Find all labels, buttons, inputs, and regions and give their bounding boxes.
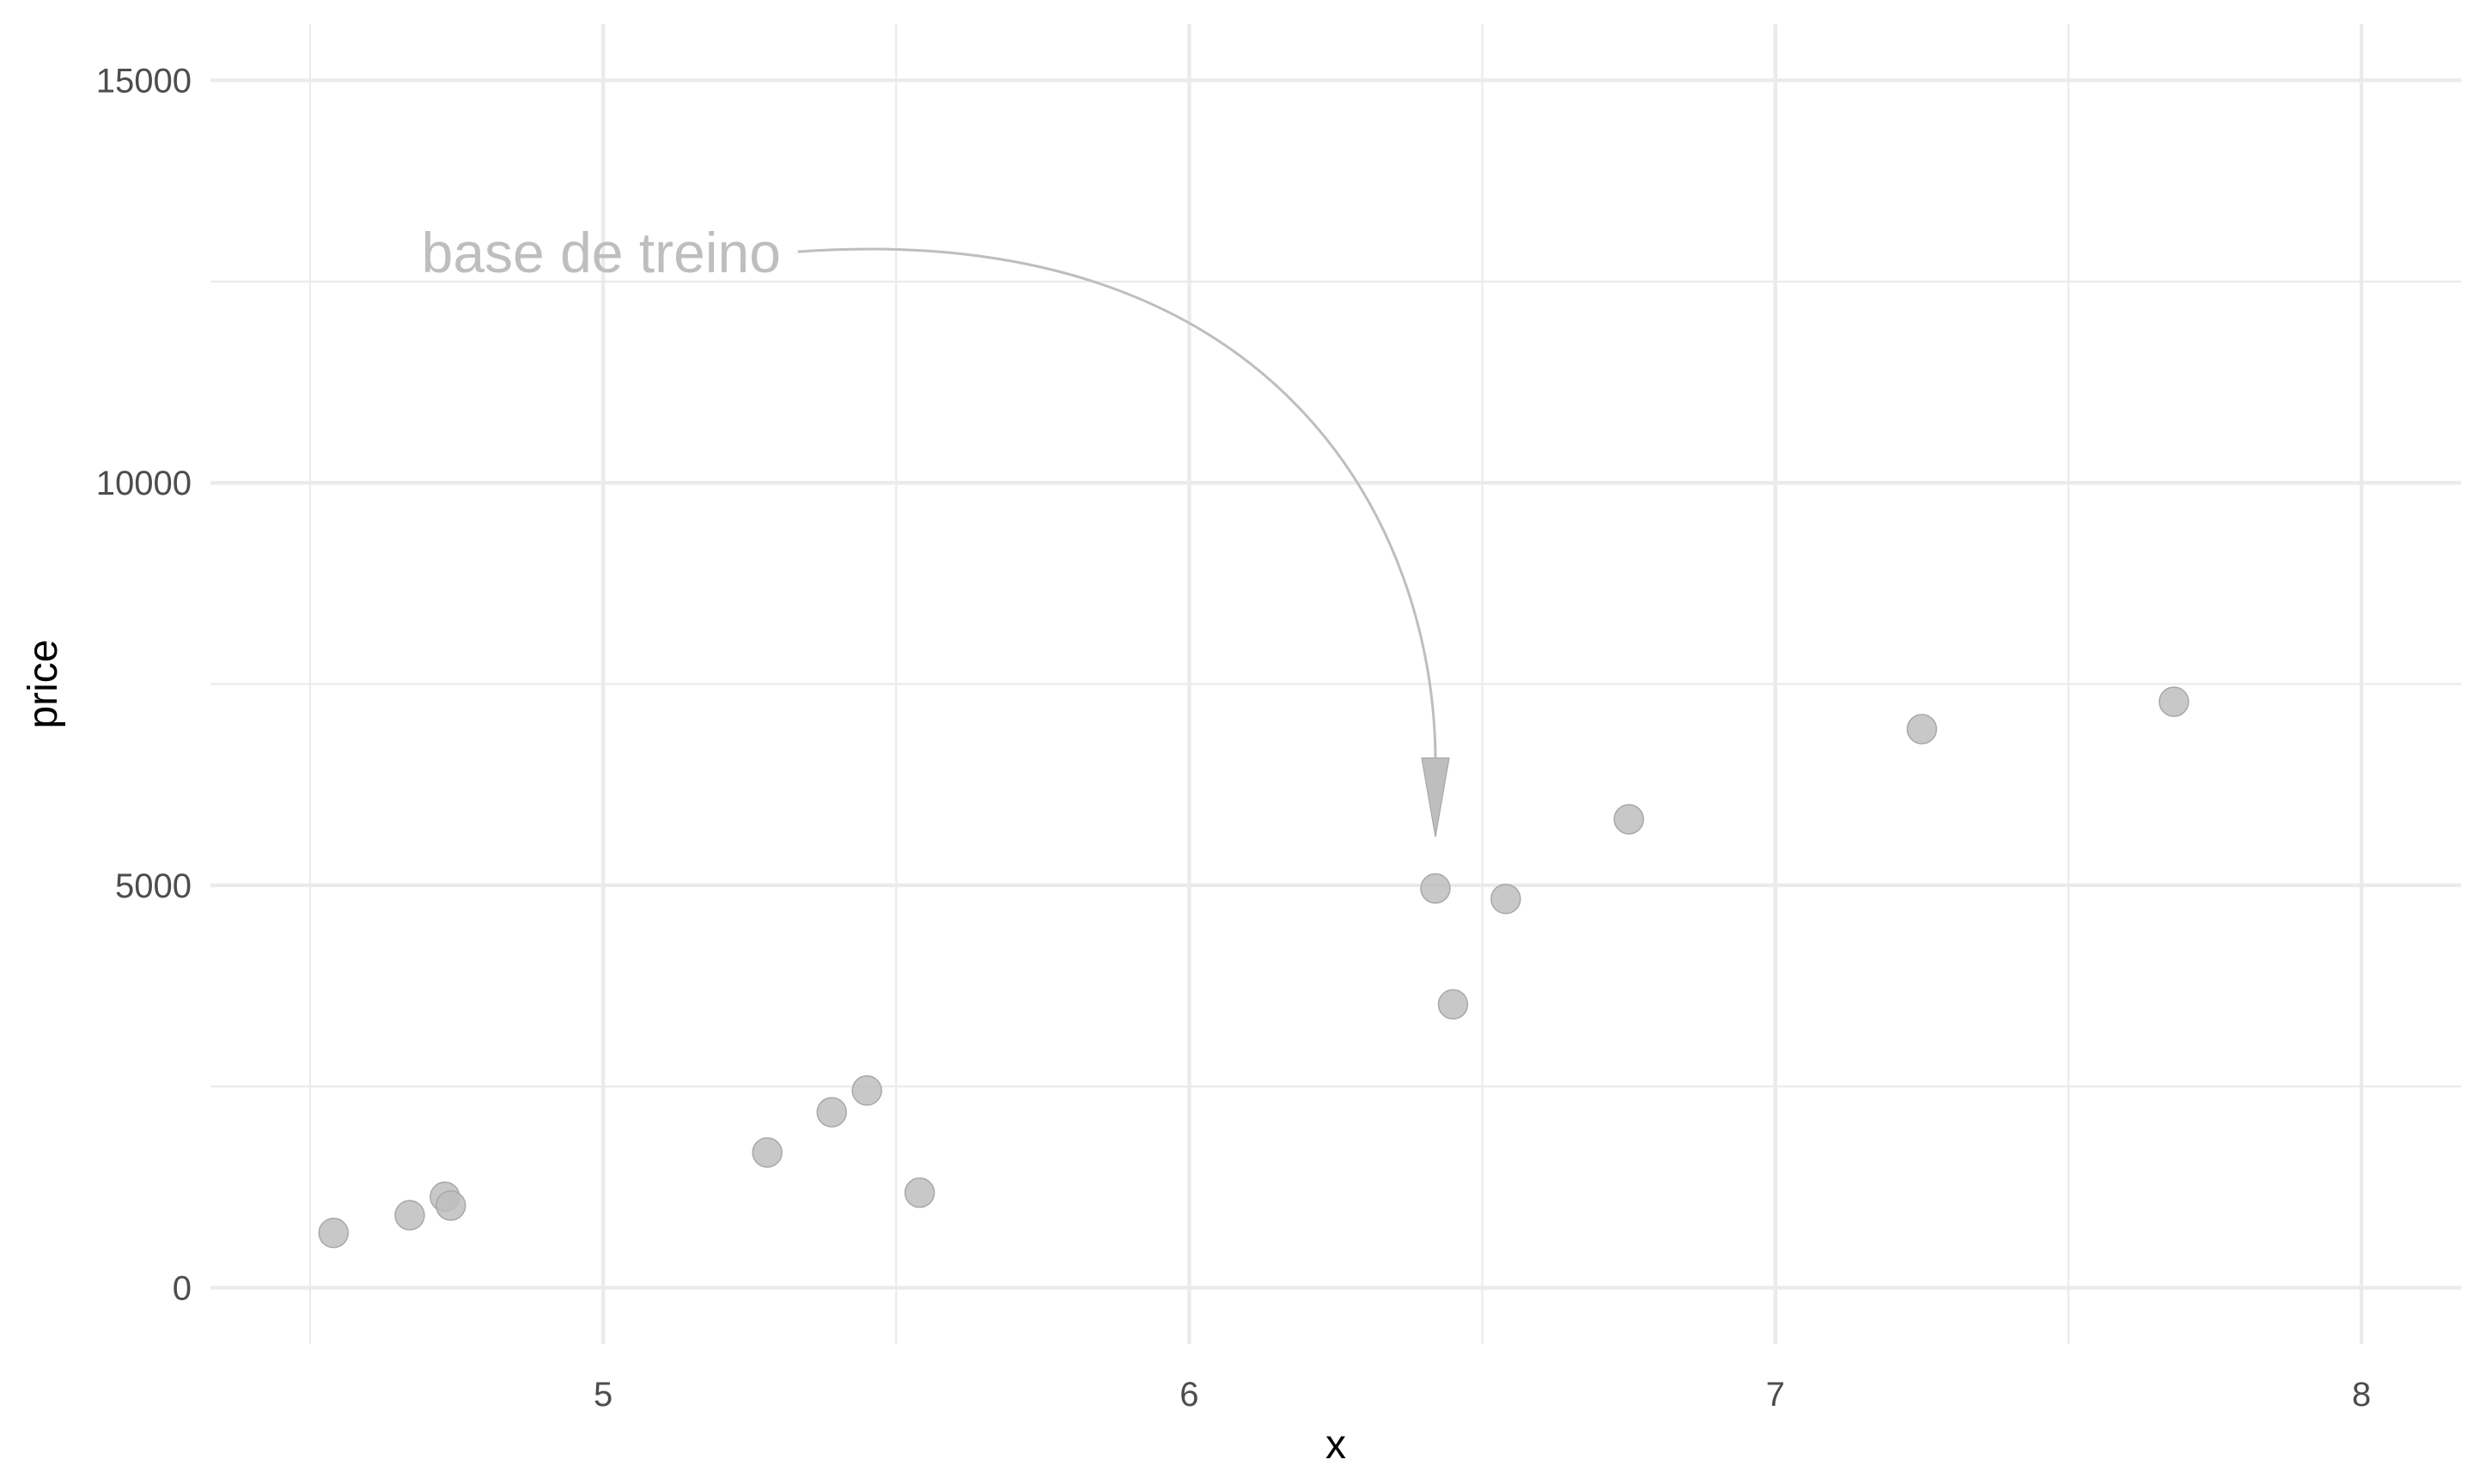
grid: [210, 24, 2461, 1344]
x-tick-label: 5: [594, 1376, 612, 1414]
data-point: [851, 1075, 882, 1106]
x-tick-label: 7: [1766, 1376, 1785, 1414]
data-point: [904, 1177, 935, 1208]
y-axis-title: price: [21, 639, 66, 728]
y-tick-label: 10000: [96, 465, 192, 502]
data-point: [394, 1200, 425, 1231]
data-point: [1420, 873, 1451, 904]
tick-labels: 5 6 7 8 0 5000 10000 15000: [96, 63, 2371, 1414]
data-point: [1437, 988, 1469, 1020]
data-point: [1490, 883, 1521, 915]
data-point: [435, 1190, 466, 1221]
x-tick-label: 8: [2352, 1376, 2371, 1414]
x-tick-label: 6: [1179, 1376, 1198, 1414]
data-point: [1613, 804, 1644, 835]
data-points: [318, 686, 2190, 1249]
annotation-label: base de treino: [422, 221, 781, 284]
data-point: [816, 1097, 847, 1128]
annotation: base de treino: [422, 221, 1450, 837]
y-tick-label: 15000: [96, 63, 192, 100]
data-point: [2158, 686, 2190, 717]
y-tick-label: 0: [173, 1269, 192, 1307]
y-tick-label: 5000: [115, 867, 192, 905]
annotation-arrow: [797, 247, 1437, 762]
data-point: [1906, 714, 1938, 745]
data-point: [752, 1137, 783, 1168]
annotation-arrowhead: [1421, 757, 1450, 837]
data-point: [318, 1217, 350, 1249]
x-axis-title: x: [1325, 1422, 1346, 1468]
